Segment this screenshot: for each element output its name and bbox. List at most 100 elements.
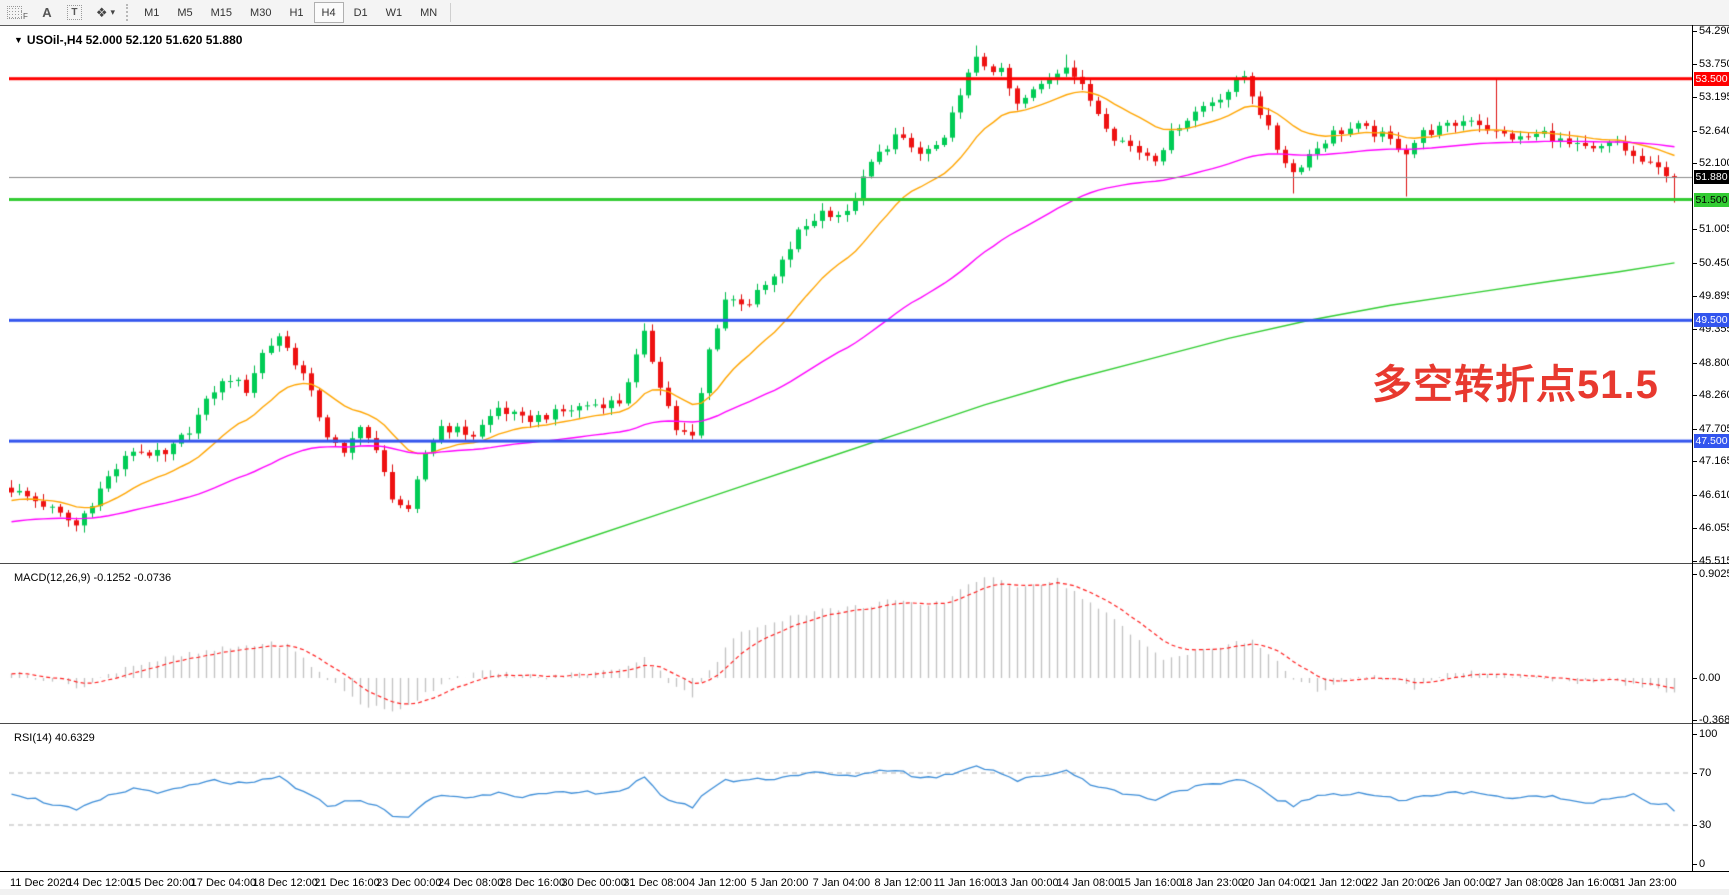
price-tick-mark [1693, 362, 1697, 364]
time-label: 5 Jan 20:00 [750, 877, 809, 889]
rsi-tick-mark [1693, 773, 1697, 774]
rsi-tick-mark [1693, 825, 1697, 826]
time-label: 11 Jan 16:00 [933, 877, 997, 889]
timeframe-h4-button[interactable]: H4 [313, 2, 344, 23]
price-tick-label: 53.195 [1699, 91, 1729, 104]
timeframe-m30-button[interactable]: M30 [242, 2, 279, 23]
price-tick-mark [1693, 63, 1697, 65]
price-badge-53.500: 53.500 [1694, 71, 1729, 86]
timeframe-d1-button[interactable]: D1 [346, 2, 376, 23]
time-label: 11 Dec 2020 [10, 877, 72, 889]
price-tick-label: 46.610 [1699, 488, 1729, 501]
text-label-icon: T [66, 5, 82, 20]
rsi-tick-label: 70 [1699, 767, 1712, 779]
rsi-label: RSI(14) 40.6329 [14, 732, 95, 744]
price-tick-label: 45.515 [1699, 555, 1729, 567]
price-tick-mark [1693, 494, 1697, 496]
price-badge-49.500: 49.500 [1694, 313, 1729, 328]
toolbar: F A T ❖ ▾ M1 M5 M15 M30 H1 H4 D1 W1 MN [0, 0, 1729, 26]
macd-canvas[interactable] [9, 567, 1692, 723]
price-tick-mark [1693, 395, 1697, 397]
time-label: 28 Dec 16:00 [499, 877, 566, 889]
time-label: 31 Jan 23:00 [1612, 877, 1677, 889]
grid-icon [7, 6, 22, 19]
rsi-pane: RSI(14) 40.6329 100 70 30 0 [0, 727, 1729, 871]
price-tick-label: 50.450 [1699, 256, 1729, 269]
price-tick-label: 54.290 [1699, 25, 1729, 37]
time-label: 15 Jan 16:00 [1118, 877, 1183, 889]
macd-pane: MACD(12,26,9) -0.1252 -0.0736 0.9025 0.00… [0, 567, 1729, 726]
price-tick-label: 52.100 [1699, 157, 1729, 170]
price-tick-mark [1693, 296, 1697, 298]
price-tick-label: 52.640 [1699, 124, 1729, 137]
chevron-down-icon: ▾ [110, 7, 116, 17]
timeframe-h1-button[interactable]: H1 [281, 2, 311, 23]
time-label: 15 Dec 20:00 [128, 877, 195, 889]
timeframe-m5-button[interactable]: M5 [169, 2, 200, 23]
price-axis-border [1692, 25, 1693, 871]
main-chart-pane: ▼ USOil-,H4 52.000 52.120 51.620 51.880 多… [0, 25, 1729, 567]
price-tick-mark [1693, 428, 1697, 430]
timeframe-m15-button[interactable]: M15 [203, 2, 240, 23]
price-tick-label: 48.800 [1699, 356, 1729, 369]
font-a-icon: A [42, 5, 52, 20]
macd-tick-label: 0.9025 [1699, 568, 1729, 581]
indicator-grid-button[interactable]: F [1, 2, 33, 23]
price-tick-mark [1693, 461, 1697, 463]
time-label: 17 Dec 04:00 [190, 877, 257, 889]
time-label: 21 Dec 16:00 [314, 877, 380, 889]
price-tick-label: 46.055 [1699, 522, 1729, 535]
time-label: 24 Dec 08:00 [437, 877, 504, 889]
time-label: 18 Jan 23:00 [1180, 877, 1244, 889]
toolbar-grip[interactable] [126, 4, 131, 21]
time-label: 27 Jan 08:00 [1489, 877, 1553, 889]
rsi-tick-label: 0 [1699, 858, 1706, 870]
price-tick-label: 47.165 [1699, 455, 1729, 468]
price-tick-mark [1693, 97, 1697, 99]
price-badge-47.500: 47.500 [1694, 434, 1729, 449]
annotation-text: 多空转折点51.5 [1372, 363, 1659, 407]
time-label: 7 Jan 04:00 [812, 877, 871, 889]
macd-tick-mark [1693, 720, 1697, 722]
time-label: 20 Jan 04:00 [1242, 877, 1306, 889]
price-badge-51.880: 51.880 [1694, 169, 1729, 184]
rsi-tick-mark [1693, 864, 1697, 865]
macd-tick-mark [1693, 574, 1697, 576]
time-label: 21 Jan 12:00 [1303, 877, 1368, 889]
collapse-triangle-icon: ▼ [14, 35, 23, 45]
time-label: 31 Dec 08:00 [623, 877, 689, 889]
time-label: 4 Jan 12:00 [689, 877, 747, 889]
macd-tick-label: 0.00 [1699, 672, 1721, 684]
time-label: 18 Dec 12:00 [252, 877, 318, 889]
price-tick-mark [1693, 130, 1697, 132]
text-label-tool-button[interactable]: T [61, 2, 88, 23]
cursor-mode-button[interactable]: ❖ ▾ [90, 2, 121, 23]
time-label: 14 Dec 12:00 [67, 877, 133, 889]
price-tick-mark [1693, 329, 1697, 331]
price-axis[interactable]: 54.290 53.750 53.195 52.640 52.100 51.005 50.4… [1693, 25, 1729, 567]
price-tick-mark [1693, 163, 1697, 165]
price-tick-label: 47.705 [1699, 422, 1729, 435]
rsi-canvas[interactable] [9, 727, 1692, 871]
timeframe-w1-button[interactable]: W1 [378, 2, 411, 23]
time-label: 30 Dec 00:00 [561, 877, 627, 889]
macd-axis[interactable]: 0.9025 0.00 -0.3688 [1693, 567, 1729, 726]
macd-tick-mark [1693, 678, 1697, 679]
timeframe-mn-button[interactable]: MN [412, 2, 445, 23]
rsi-tick-mark [1693, 734, 1697, 735]
timeframe-group: M1 M5 M15 M30 H1 H4 D1 W1 MN [135, 0, 446, 25]
price-tick-mark [1693, 229, 1697, 231]
rsi-axis[interactable]: 100 70 30 0 [1693, 727, 1729, 871]
main-chart-canvas[interactable] [9, 26, 1692, 564]
price-badge-51.500: 51.500 [1694, 192, 1729, 207]
price-tick-label: 49.895 [1699, 290, 1729, 303]
price-tick-label: 48.260 [1699, 389, 1729, 402]
timeframe-m1-button[interactable]: M1 [136, 2, 167, 23]
time-label: 13 Jan 00:00 [994, 877, 1059, 889]
chart-title: ▼ USOil-,H4 52.000 52.120 51.620 51.880 [14, 33, 242, 47]
cursor-mode-icon: ❖ [95, 4, 108, 20]
price-tick-mark [1693, 561, 1697, 562]
font-tool-button[interactable]: A [35, 2, 59, 23]
price-tick-label: 51.005 [1699, 223, 1729, 236]
price-tick-label: 53.750 [1699, 57, 1729, 70]
